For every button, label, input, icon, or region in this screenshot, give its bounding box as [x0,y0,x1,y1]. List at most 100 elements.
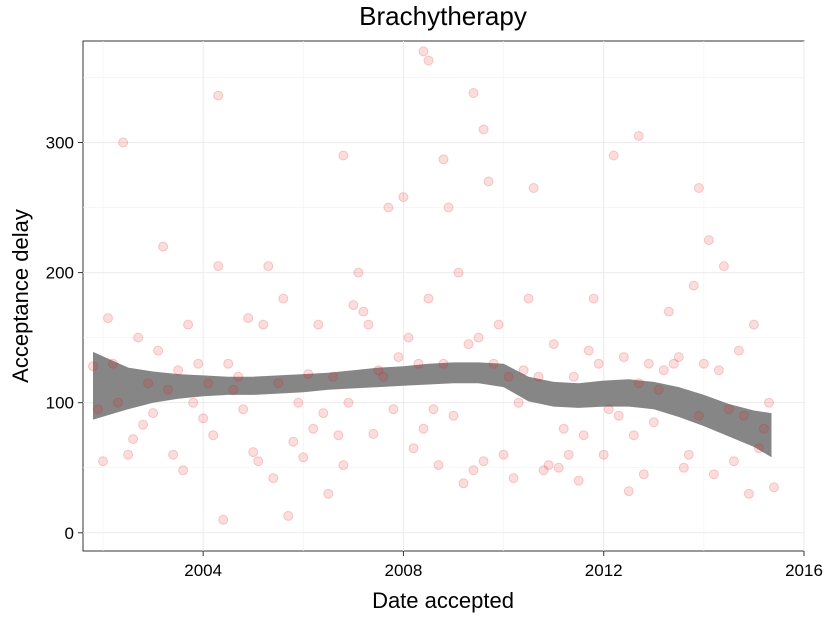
data-point [273,378,284,389]
data-point [483,176,494,187]
chart-title: Brachytherapy [359,1,527,31]
data-point [728,456,739,467]
data-point [103,313,113,324]
data-point [203,378,214,389]
data-point [408,443,419,454]
data-point [468,465,479,476]
data-point [473,332,484,343]
data-point [558,423,569,434]
data-point [608,150,619,161]
data-point [193,358,204,369]
data-point [678,462,689,473]
data-point [348,300,359,311]
confidence-band [93,351,772,458]
data-point [208,430,219,441]
data-point [253,456,264,467]
data-point [623,486,634,497]
data-points [88,46,779,525]
data-point [418,46,429,57]
x-tick-label: 2008 [385,561,423,580]
data-point [363,319,374,330]
data-point [398,192,409,203]
data-point [113,397,123,408]
data-point [298,452,309,463]
data-point [573,475,584,486]
data-point [423,55,434,66]
grid-lines [83,41,805,551]
data-point [303,369,314,380]
data-point [673,352,684,363]
data-point [413,358,424,369]
data-point [383,202,394,213]
data-point [308,423,319,434]
data-point [698,358,709,369]
smooth-confidence-band [93,351,772,458]
data-point [633,378,644,389]
data-point [458,478,469,489]
data-point [283,510,294,521]
data-point [683,449,694,460]
data-point [153,345,164,356]
data-point [693,410,704,421]
data-point [588,293,599,304]
data-point [583,345,594,356]
data-point [393,352,404,363]
data-point [503,371,514,382]
data-point [338,150,349,161]
y-tick-label: 300 [46,133,74,152]
data-point [278,293,289,304]
data-point [263,261,274,272]
data-point [288,436,299,447]
data-point [618,352,629,363]
data-point [143,378,154,389]
data-point [343,397,354,408]
plot-panel [82,40,805,552]
data-point [158,241,169,252]
data-point [268,473,279,484]
x-axis-ticks: 2004 2008 2012 2016 [184,551,823,580]
data-point [438,154,449,165]
data-point [378,371,389,382]
data-point [743,488,754,499]
data-point [388,404,399,415]
data-point [748,319,759,330]
data-point [613,410,624,421]
data-point [338,460,349,471]
data-point [653,384,664,395]
data-point [238,404,249,415]
data-point [453,267,464,278]
data-point [488,358,499,369]
data-point [313,319,324,330]
x-tick-label: 2004 [184,561,222,580]
data-point [418,423,429,434]
data-point [423,293,434,304]
data-point [703,235,714,246]
data-point [493,319,504,330]
data-point [258,319,269,330]
data-point [323,488,334,499]
data-point [764,397,774,408]
data-point [133,332,144,343]
data-point [513,397,524,408]
data-point [753,443,764,454]
data-point [293,397,304,408]
data-point [708,469,719,480]
data-point [693,183,704,193]
data-point [173,365,184,376]
data-point [533,371,544,382]
data-point [108,358,118,369]
data-point [478,456,489,467]
y-tick-label: 100 [46,394,74,413]
data-point [138,419,149,430]
data-point [713,365,724,376]
data-point [188,397,199,408]
data-point [168,449,179,460]
y-tick-label: 200 [46,264,74,283]
data-point [228,384,239,395]
data-point [353,267,364,278]
data-point [733,345,744,356]
data-point [738,410,749,421]
data-point [128,434,139,445]
data-point [638,469,649,480]
data-point [598,449,609,460]
